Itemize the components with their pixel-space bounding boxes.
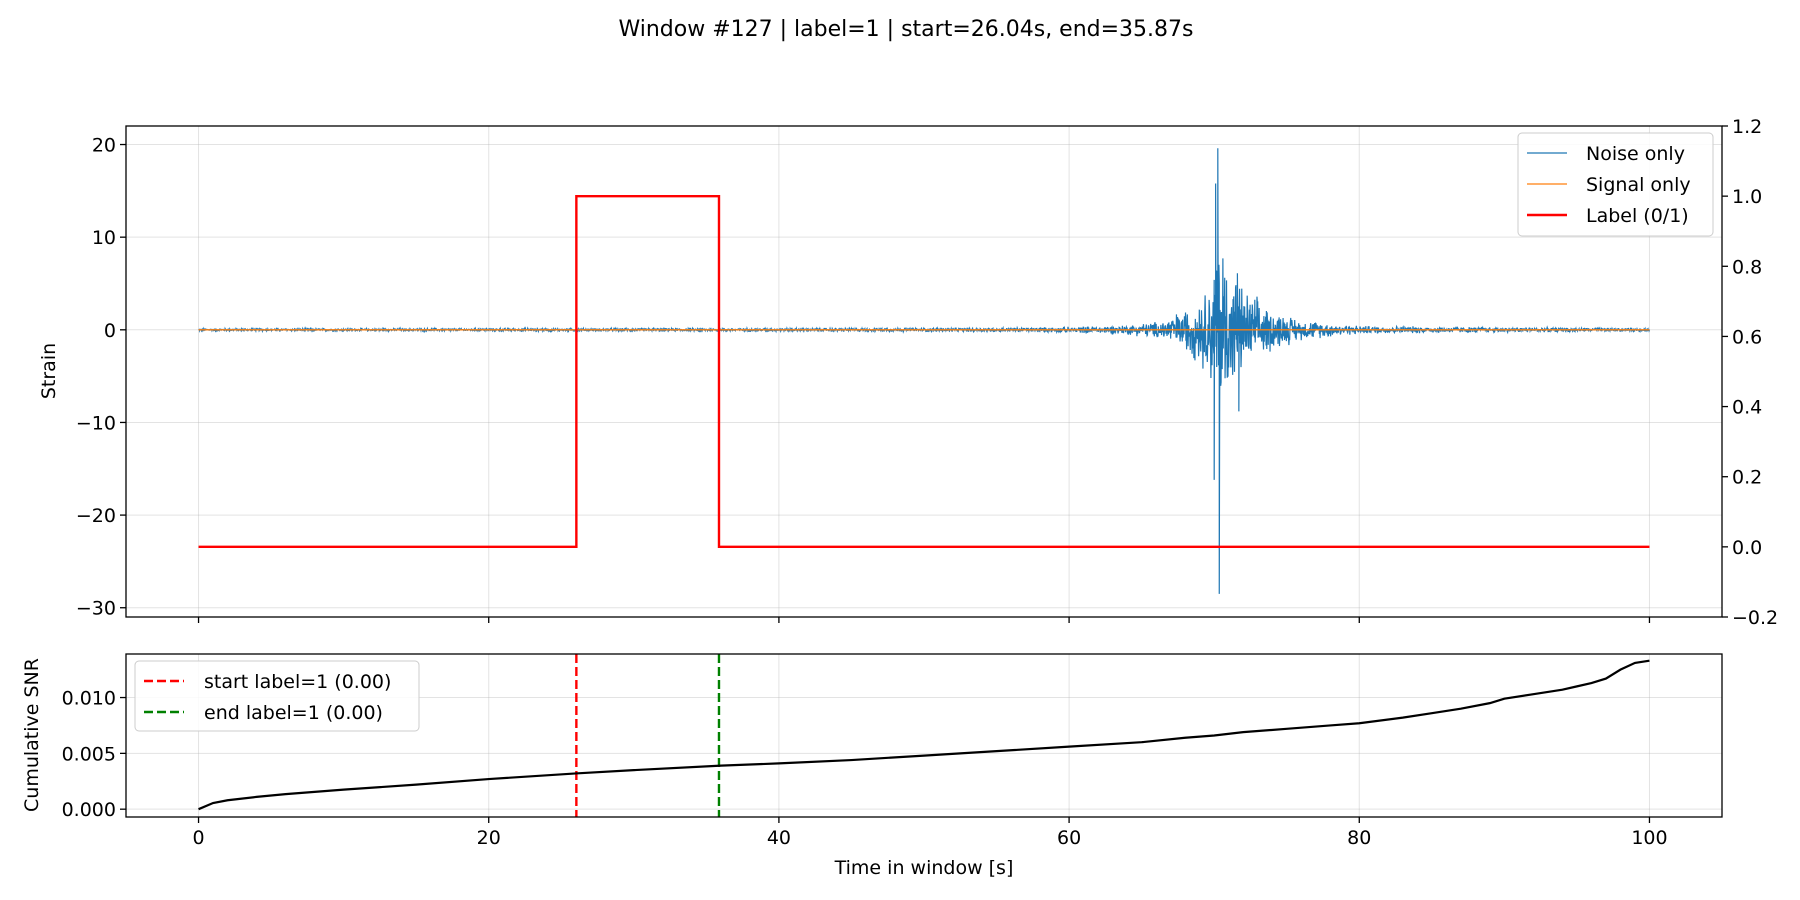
strain-series-layer bbox=[198, 148, 1651, 594]
snr-x-tick-label: 100 bbox=[1631, 827, 1667, 849]
strain-axes-frame bbox=[125, 125, 1723, 618]
snr-legend-label: start label=1 (0.00) bbox=[204, 671, 391, 693]
snr-x-tick-label: 20 bbox=[477, 827, 501, 849]
strain-legend-label: Signal only bbox=[1586, 174, 1691, 196]
label-axis-tick-label: 0.4 bbox=[1732, 397, 1762, 419]
snr-panel: 0 20 40 60 80 100 0.000 0.005 0.010 Cumulative S… bbox=[21, 653, 1723, 879]
snr-legend: start label=1 (0.00) end label=1 (0.00) bbox=[134, 660, 420, 732]
figure-title: Window #127 | label=1 | start=26.04s, en… bbox=[618, 17, 1193, 42]
snr-x-tick-label: 40 bbox=[767, 827, 791, 849]
strain-ticks: 20 10 0 −10 −20 −30 1.2 1.0 0.8 0.6 0.4 0.2 0.0 −0.2 bbox=[76, 116, 1778, 629]
strain-panel: 20100−10−20−301.21.00.80.60.40.20.0−0.2 … bbox=[38, 116, 1778, 629]
snr-x-tick-label: 0 bbox=[192, 827, 204, 849]
label-axis-tick-label: 1.2 bbox=[1732, 116, 1762, 138]
snr-series-layer bbox=[198, 654, 1650, 817]
snr-y-tick-label: 0.000 bbox=[62, 799, 116, 821]
snr-y-tick-label: 0.010 bbox=[62, 688, 116, 710]
snr-axes-frame bbox=[125, 653, 1723, 818]
strain-legend-label: Noise only bbox=[1586, 143, 1685, 165]
strain-y-tick-label: −20 bbox=[76, 505, 116, 527]
label-axis-tick-label: 1.0 bbox=[1732, 186, 1762, 208]
snr-x-tick-label: 80 bbox=[1347, 827, 1371, 849]
label-axis-tick-label: 0.6 bbox=[1732, 326, 1762, 348]
strain-y-tick-label: −30 bbox=[76, 598, 116, 620]
strain-y-tick-label: 20 bbox=[92, 135, 116, 157]
series-label-step bbox=[198, 194, 1650, 549]
snr-ticks: 0 20 40 60 80 100 0.000 0.005 0.010 bbox=[62, 688, 1668, 849]
snr-y-tick-label: 0.005 bbox=[62, 743, 116, 765]
strain-legend-box bbox=[1517, 132, 1714, 237]
label-axis-tick-label: 0.0 bbox=[1732, 537, 1762, 559]
series-cumulative-snr bbox=[198, 659, 1650, 811]
label-axis-tick-label: 0.2 bbox=[1732, 467, 1762, 489]
snr-x-axis-label: Time in window [s] bbox=[834, 857, 1014, 879]
strain-y-tick-label: −10 bbox=[76, 412, 116, 434]
strain-y-axis-label: Strain bbox=[38, 343, 60, 399]
label-axis-tick-label: −0.2 bbox=[1732, 607, 1778, 629]
strain-legend-label: Label (0/1) bbox=[1586, 205, 1689, 227]
strain-y-tick-label: 10 bbox=[92, 227, 116, 249]
strain-y-tick-label: 0 bbox=[104, 320, 116, 342]
snr-legend-box bbox=[134, 660, 420, 732]
label-axis-tick-label: 0.8 bbox=[1732, 256, 1762, 278]
strain-legend: Noise only Signal only Label (0/1) bbox=[1517, 132, 1714, 237]
snr-y-axis-label: Cumulative SNR bbox=[21, 658, 43, 812]
snr-legend-label: end label=1 (0.00) bbox=[204, 702, 383, 724]
snr-x-tick-label: 60 bbox=[1057, 827, 1081, 849]
